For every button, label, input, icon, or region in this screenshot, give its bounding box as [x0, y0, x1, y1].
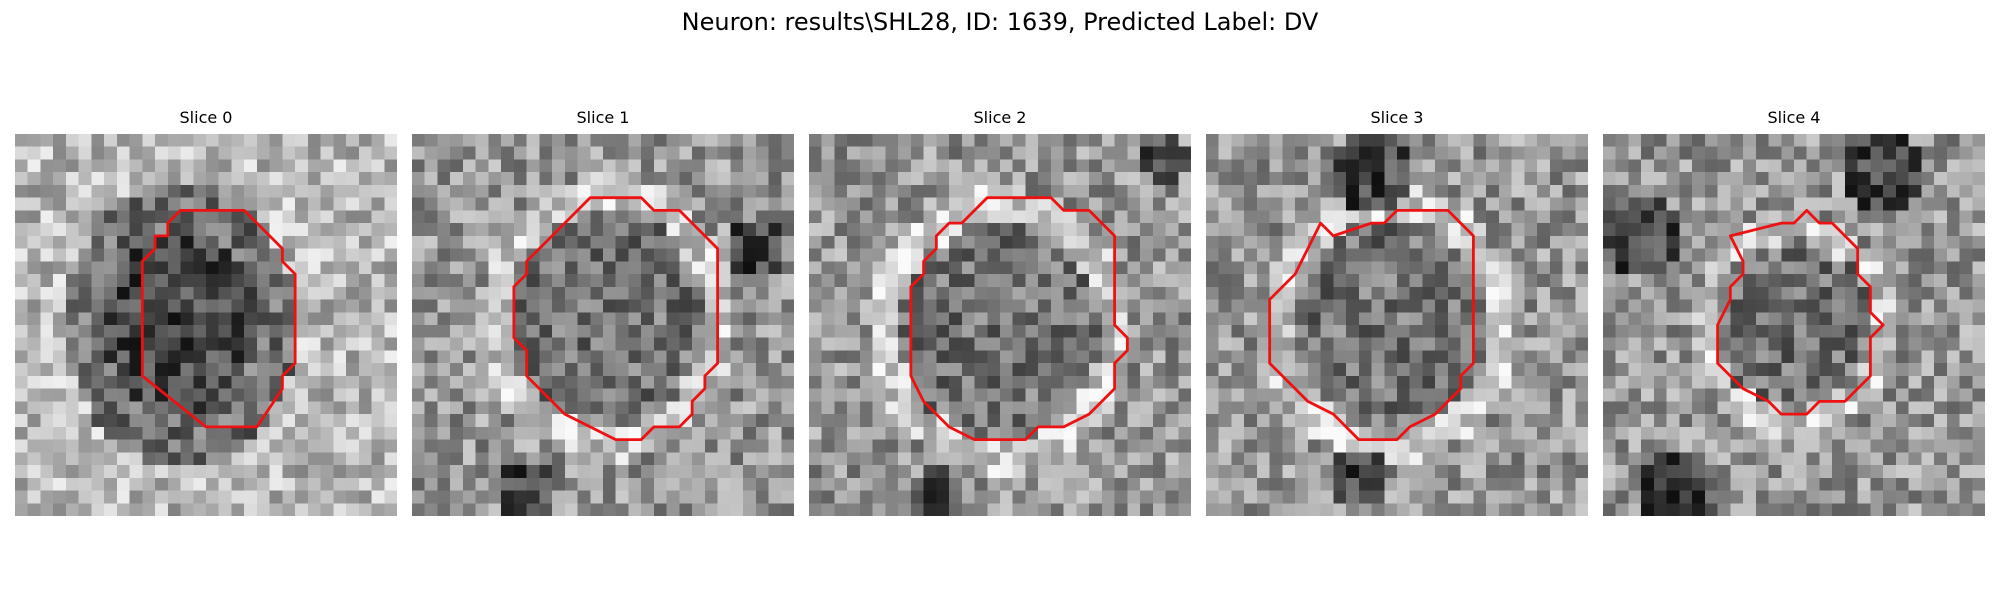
slice-title: Slice 2 — [973, 108, 1027, 127]
slice-image-2 — [809, 134, 1191, 516]
slice-title: Slice 4 — [1767, 108, 1821, 127]
figure-title: Neuron: results\SHL28, ID: 1639, Predict… — [681, 8, 1319, 36]
slice-image-0 — [15, 134, 397, 516]
slice-title: Slice 1 — [576, 108, 630, 127]
slice-image-1 — [412, 134, 794, 516]
slice-panel-1: Slice 1 — [412, 108, 794, 520]
roi-outline — [512, 196, 720, 442]
slice-title: Slice 0 — [179, 108, 233, 127]
slice-panel-2: Slice 2 — [809, 108, 1191, 520]
roi-outline — [909, 196, 1129, 442]
roi-outline — [1716, 208, 1885, 416]
slice-panel-3: Slice 3 — [1206, 108, 1588, 520]
slice-image-4 — [1603, 134, 1985, 516]
roi-outline — [140, 208, 297, 429]
slice-panel-0: Slice 0 — [15, 108, 397, 520]
slice-title: Slice 3 — [1370, 108, 1424, 127]
slice-panel-4: Slice 4 — [1603, 108, 1985, 520]
roi-outline — [1268, 208, 1475, 442]
slice-image-3 — [1206, 134, 1588, 516]
